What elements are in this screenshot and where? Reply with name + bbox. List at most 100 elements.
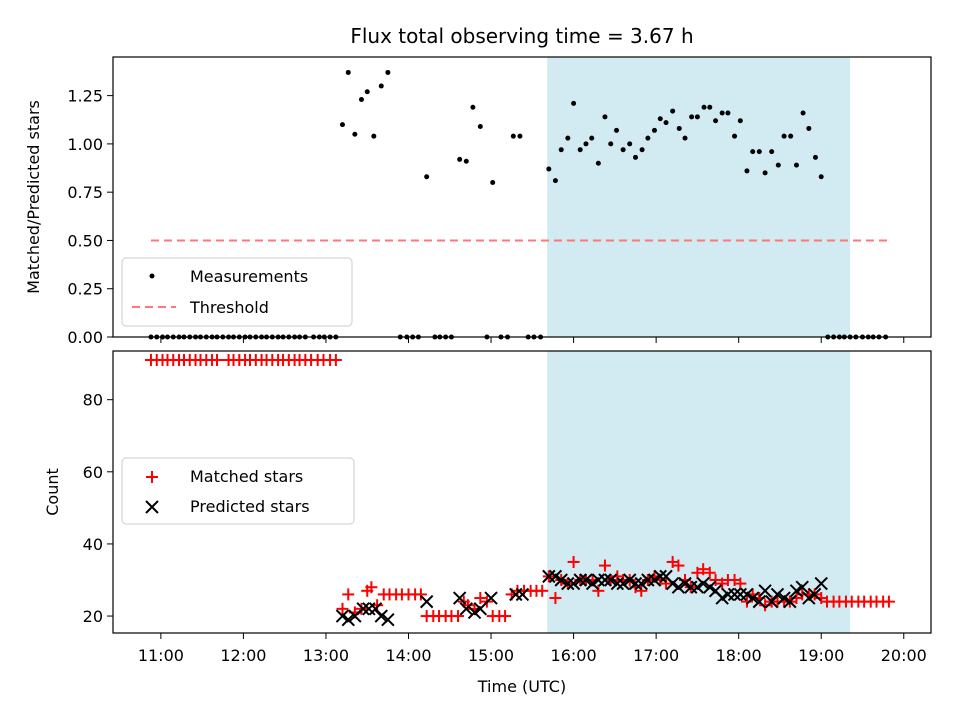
measurement-point <box>788 133 794 139</box>
measurement-point <box>632 154 638 160</box>
predicted-stars-point <box>579 573 593 587</box>
matched-stars-point <box>635 584 648 597</box>
x-axis-label: Time (UTC) <box>477 677 566 696</box>
measurement-point <box>385 69 391 75</box>
measurement-point <box>812 154 818 160</box>
predicted-stars-point <box>566 576 581 591</box>
measurement-point <box>546 166 552 172</box>
measurement-point <box>424 174 430 180</box>
predicted-stars-point <box>598 573 612 587</box>
legend-measurements-label: Measurements <box>190 267 308 286</box>
matched-stars-point <box>536 584 549 597</box>
measurement-point <box>744 168 750 174</box>
measurement-point <box>707 104 713 110</box>
bottom-legend: Matched stars Predicted stars <box>121 457 355 525</box>
measurement-point <box>756 149 762 155</box>
top-x-ticks <box>160 337 905 343</box>
y-tick-label: 1.00 <box>67 135 103 154</box>
legend-matched-label: Matched stars <box>190 467 303 486</box>
measurement-point <box>552 178 558 184</box>
bottom-y-axis-label: Count <box>43 468 62 516</box>
matched-stars-point <box>336 602 349 615</box>
predicted-stars-point <box>783 594 797 609</box>
predicted-stars-point <box>484 591 498 605</box>
x-tick-label: 13:00 <box>303 646 349 665</box>
matched-stars-point <box>592 584 605 597</box>
predicted-stars-point <box>459 602 473 616</box>
measurement-point <box>371 133 377 139</box>
matched-stars-point <box>672 559 685 572</box>
y-tick-label: 0.75 <box>67 183 103 202</box>
top-y-ticks: 0.00 0.25 0.50 0.75 1.00 1.25 <box>67 87 113 347</box>
measurement-point <box>490 180 496 186</box>
x-tick-label: 19:00 <box>798 646 844 665</box>
bottom-axes-frame <box>112 350 932 634</box>
matched-stars-point <box>414 588 427 601</box>
predicted-stars-point <box>795 580 809 594</box>
matched-stars-point <box>452 610 465 623</box>
measurement-point <box>339 122 345 128</box>
measurement-point <box>477 124 483 130</box>
predicted-stars-point <box>381 612 395 627</box>
x-tick-label: 15:00 <box>468 646 514 665</box>
predicted-stars-point <box>554 573 568 587</box>
predicted-stars-point <box>764 594 779 609</box>
predicted-stars-point <box>752 594 767 609</box>
top-legend: Measurements Threshold <box>121 257 353 327</box>
measurement-point <box>639 147 645 153</box>
measurement-point <box>345 69 351 75</box>
top-points <box>148 69 892 340</box>
predicted-stars-point <box>419 594 434 609</box>
predicted-stars-point <box>604 573 618 587</box>
y-tick-label: 40 <box>83 535 103 554</box>
y-tick-label: 0.00 <box>67 328 103 347</box>
x-tick-label: 16:00 <box>551 646 597 665</box>
matched-stars-point <box>598 559 611 572</box>
matched-stars-point <box>703 566 716 579</box>
matched-stars-point <box>709 573 722 586</box>
y-tick-label: 1.25 <box>67 87 103 106</box>
bottom-points <box>144 354 895 627</box>
measurement-point <box>676 125 682 131</box>
measurement-point <box>651 127 657 133</box>
measurement-point <box>517 133 523 139</box>
measurement-point <box>775 162 781 168</box>
matched-stars-point <box>567 555 580 568</box>
measurement-point <box>725 110 731 116</box>
measurement-point <box>378 83 384 89</box>
measurement-point <box>663 120 669 126</box>
measurement-point <box>558 147 564 153</box>
measurement-point <box>769 149 775 155</box>
measurement-point <box>620 147 626 153</box>
predicted-stars-point <box>452 591 467 605</box>
predicted-stars-point <box>770 587 785 602</box>
x-tick-label: 14:00 <box>385 646 431 665</box>
predicted-stars-point <box>807 587 822 602</box>
matched-stars-point <box>549 592 562 605</box>
predicted-stars-point <box>727 587 742 602</box>
predicted-stars-point <box>696 576 710 591</box>
y-tick-label: 20 <box>83 607 103 626</box>
predicted-stars-point <box>515 587 530 602</box>
measurement-point <box>608 141 614 147</box>
predicted-stars-point <box>671 580 686 594</box>
measurement-point <box>737 118 743 124</box>
predicted-stars-point <box>814 576 828 591</box>
measurement-point <box>352 131 358 137</box>
predicted-stars-point <box>653 569 667 584</box>
measurement-point <box>583 141 589 147</box>
measurement-point <box>818 174 824 180</box>
matched-stars-point <box>329 354 342 367</box>
measurement-point <box>565 135 571 141</box>
x-tick-label: 11:00 <box>138 646 184 665</box>
bottom-x-ticks: 11:00 12:00 13:00 14:00 15:00 16:00 17:00 18:00… <box>138 633 927 665</box>
measurement-point <box>510 133 516 139</box>
matched-stars-point <box>365 581 378 594</box>
top-shaded-region <box>547 57 851 337</box>
legend-predicted-marker <box>145 500 159 514</box>
measurement-point <box>602 114 608 120</box>
x-tick-label: 18:00 <box>716 646 762 665</box>
predicted-stars-point <box>356 602 370 616</box>
measurement-point <box>358 96 364 102</box>
